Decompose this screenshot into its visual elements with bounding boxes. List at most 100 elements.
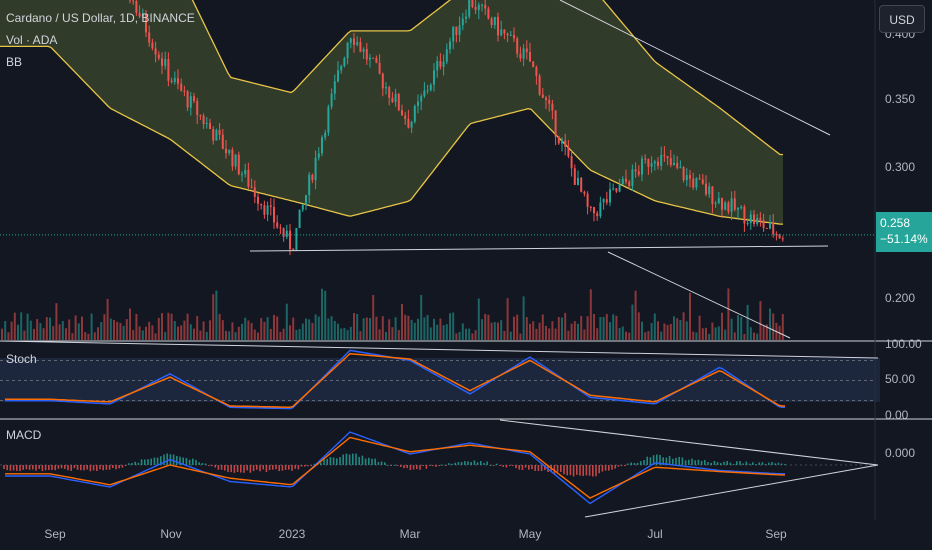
macd-histogram-bar	[777, 462, 780, 465]
macd-histogram-bar	[633, 462, 636, 465]
macd-histogram-bar	[240, 465, 242, 473]
volume-bar	[407, 315, 410, 340]
candle-body	[509, 35, 512, 37]
macd-histogram-bar	[355, 453, 357, 465]
candle-body	[580, 177, 583, 192]
volume-bar	[461, 323, 464, 340]
volume-indicator-label: Vol · ADA	[6, 33, 58, 47]
volume-bar	[241, 323, 243, 340]
macd-histogram-bar	[249, 465, 252, 473]
candle-body	[292, 249, 295, 251]
candle-body	[634, 169, 637, 172]
volume-bar	[682, 312, 685, 340]
macd-histogram-bar	[492, 465, 495, 466]
macd-histogram-bar	[569, 465, 572, 476]
candle-body	[298, 209, 301, 228]
volume-bar	[433, 318, 435, 340]
candle-body	[426, 90, 429, 92]
volume-bar	[279, 331, 282, 340]
candle-body	[241, 174, 243, 176]
volume-bar	[289, 325, 291, 340]
candle-body	[503, 29, 506, 34]
candle-body	[305, 195, 307, 205]
volume-bar	[36, 319, 39, 340]
macd-histogram-bar	[12, 465, 15, 471]
volume-bar	[263, 321, 266, 340]
macd-histogram-bar	[390, 465, 392, 466]
candle-body	[628, 181, 631, 187]
x-tick-label: Jul	[647, 527, 662, 541]
volume-bar	[689, 292, 691, 340]
x-tick-label: May	[519, 527, 542, 541]
macd-histogram-bar	[208, 465, 210, 467]
volume-bar	[717, 326, 720, 340]
candle-body	[461, 18, 464, 26]
volume-bar	[404, 314, 407, 340]
macd-signal-line	[5, 436, 785, 499]
candle-body	[218, 130, 221, 135]
macd-histogram-bar	[544, 465, 546, 471]
macd-histogram-bar	[518, 465, 520, 470]
macd-histogram-bar	[121, 465, 124, 468]
volume-bar	[13, 312, 16, 340]
candle-body	[439, 60, 442, 67]
volume-bar	[612, 314, 615, 340]
volume-bar	[733, 332, 736, 340]
candle-body	[186, 91, 189, 108]
volume-bar	[439, 318, 442, 340]
macd-histogram-bar	[310, 465, 312, 466]
macd-histogram-bar	[364, 458, 367, 465]
volume-bar	[497, 322, 499, 340]
candle-body	[381, 73, 384, 89]
macd-histogram-bar	[403, 465, 405, 469]
candle-body	[602, 199, 605, 203]
volume-bar	[417, 318, 419, 340]
candle-body	[253, 187, 256, 197]
macd-histogram-bar	[16, 465, 18, 471]
currency-button[interactable]: USD	[879, 5, 925, 33]
x-tick-label: Sep	[765, 527, 787, 541]
macd-histogram-bar	[566, 465, 568, 476]
macd-histogram-bar	[243, 465, 245, 473]
candle-body	[378, 62, 381, 74]
macd-histogram-bar	[156, 457, 159, 465]
macd-histogram-bar	[736, 461, 738, 465]
macd-histogram-bar	[336, 458, 338, 465]
candle-body	[372, 57, 375, 59]
macd-histogram-bar	[275, 465, 277, 470]
macd-histogram-bar	[502, 465, 504, 467]
candle-body	[583, 191, 586, 194]
macd-pane-label: MACD	[6, 428, 42, 442]
candle-body	[778, 234, 781, 239]
volume-bar	[205, 331, 208, 340]
macd-histogram-bar	[745, 461, 748, 465]
macd-histogram-bar	[28, 465, 31, 470]
volume-bar	[561, 317, 563, 340]
volume-bar	[663, 323, 666, 340]
x-tick-label: Mar	[400, 527, 421, 541]
macd-histogram-bar	[300, 465, 303, 467]
macd-histogram-bar	[432, 465, 434, 467]
macd-histogram-bar	[460, 462, 463, 465]
macd-histogram-bar	[508, 465, 511, 466]
stoch-tick-label: 100.00	[885, 337, 922, 351]
macd-histogram-bar	[144, 459, 146, 465]
volume-bar	[525, 317, 528, 340]
macd-histogram-bar	[435, 465, 437, 467]
volume-bar	[372, 294, 375, 340]
macd-histogram-bar	[512, 465, 514, 466]
macd-histogram-bar	[76, 465, 79, 470]
candle-body	[663, 155, 666, 157]
volume-bar	[257, 332, 259, 340]
macd-histogram-bar	[636, 462, 639, 465]
volume-bar	[129, 308, 131, 340]
macd-histogram-bar	[752, 462, 754, 465]
macd-histogram-bar	[723, 461, 725, 465]
macd-histogram-bar	[496, 463, 498, 465]
macd-histogram-bar	[668, 456, 671, 465]
macd-histogram-bar	[288, 465, 290, 470]
candle-body	[519, 53, 522, 59]
volume-bar	[58, 324, 61, 340]
volume-bar	[685, 321, 688, 340]
